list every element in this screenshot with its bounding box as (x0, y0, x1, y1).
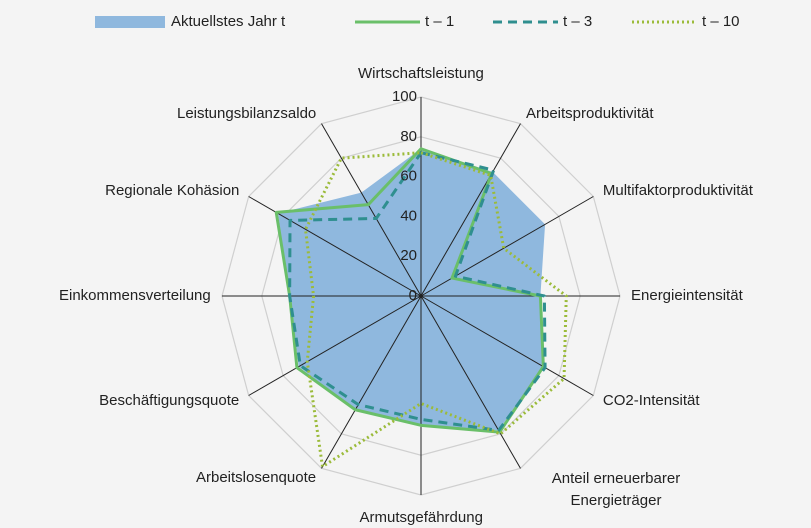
axis-spoke (420, 196, 594, 297)
r-tick-label: 0 (409, 287, 417, 304)
category-label: Armutsgefährdung (359, 509, 483, 526)
axis-spoke (420, 295, 521, 469)
category-label: Arbeitsproduktivität (526, 105, 654, 123)
category-label: Anteil erneuerbarer Energieträger (551, 469, 681, 509)
axis-spoke (420, 123, 521, 297)
legend-label: t – 1 (425, 13, 454, 30)
r-tick-label: 80 (400, 128, 417, 145)
category-label: Arbeitslosenquote (196, 468, 317, 486)
category-label: Energieintensität (631, 287, 743, 304)
axis-spoke (321, 295, 422, 469)
r-tick-label: 100 (392, 88, 417, 105)
axis-spoke (321, 123, 422, 297)
r-tick-label: 60 (400, 168, 417, 185)
legend-label: Aktuellstes Jahr t (171, 13, 286, 30)
legend-label: t – 10 (702, 13, 740, 30)
category-label: Wirtschaftsleistung (358, 65, 484, 82)
series-line (288, 151, 547, 432)
category-label: Regionale Kohäsion (105, 182, 240, 199)
category-label: Leistungsbilanzsaldo (177, 105, 317, 123)
series-line (274, 147, 545, 434)
category-label: Einkommensverteilung (59, 287, 211, 304)
axis-spoke (248, 295, 422, 396)
axis-spoke (420, 295, 594, 396)
category-label: Beschäftigungsquote (99, 392, 240, 409)
legend-label: t – 3 (563, 13, 592, 30)
category-label: CO2-Intensität (602, 392, 700, 409)
category-label: Multifaktorproduktivität (602, 182, 753, 199)
r-tick-label: 20 (400, 247, 417, 264)
legend-swatch (95, 16, 165, 28)
r-tick-label: 40 (400, 207, 417, 224)
